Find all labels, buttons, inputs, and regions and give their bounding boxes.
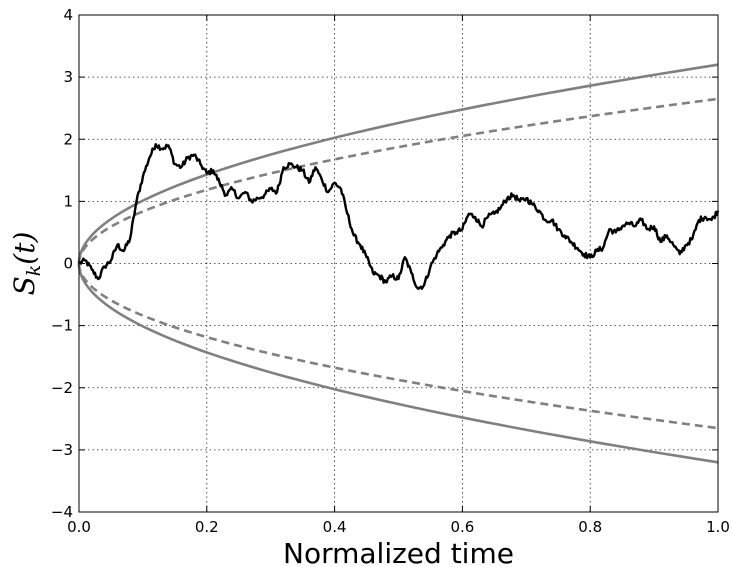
random-walk-line bbox=[78, 143, 720, 290]
series-layer bbox=[77, 63, 720, 464]
x-axis-label: Normalized time bbox=[283, 537, 514, 567]
y-tick-label: −2 bbox=[51, 379, 73, 397]
y-tick-label: 3 bbox=[63, 68, 73, 86]
y-axis-label: Sk(t) bbox=[8, 232, 45, 296]
y-tick-label: −1 bbox=[51, 317, 73, 335]
x-tick-label: 0.2 bbox=[195, 518, 219, 536]
svg-text:Sk(t): Sk(t) bbox=[8, 232, 45, 296]
upper-solid-boundary bbox=[77, 63, 719, 264]
y-tick-label: 4 bbox=[63, 6, 73, 24]
y-axis-label-subscript: k bbox=[23, 265, 45, 277]
upper-dashed-boundary bbox=[77, 97, 719, 264]
y-tick-label: 0 bbox=[63, 255, 73, 273]
lower-solid-boundary bbox=[77, 263, 719, 464]
y-tick-label: −4 bbox=[51, 503, 73, 521]
x-tick-label: 0.0 bbox=[67, 518, 91, 536]
x-tick-label: 1.0 bbox=[706, 518, 730, 536]
x-tick-label: 0.4 bbox=[323, 518, 347, 536]
y-axis-label-suffix: (t) bbox=[8, 232, 41, 265]
x-tick-label: 0.6 bbox=[450, 518, 474, 536]
x-tick-label: 0.8 bbox=[578, 518, 602, 536]
y-tick-label: 2 bbox=[63, 130, 73, 148]
y-axis-label-main: S bbox=[8, 276, 41, 295]
grid bbox=[79, 15, 718, 512]
ticks: 0.0 0.2 0.4 0.6 0.8 1.0 −4 −3 −2 −1 0 1 2 3 4 bbox=[51, 6, 730, 536]
y-tick-label: 1 bbox=[63, 192, 73, 210]
lower-dashed-boundary bbox=[77, 263, 719, 430]
y-tick-label: −3 bbox=[51, 441, 73, 459]
